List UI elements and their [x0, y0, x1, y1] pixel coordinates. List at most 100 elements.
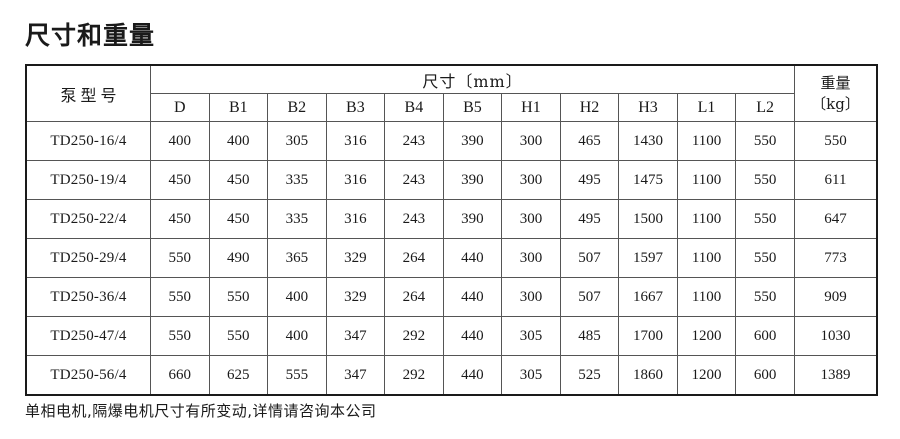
cell-B4: 292	[384, 355, 444, 396]
cell-H2: 507	[559, 277, 620, 317]
cell-H3: 1860	[618, 355, 678, 396]
column-header-B4: B4	[384, 93, 444, 122]
cell-H1: 300	[501, 199, 561, 239]
cell-B5: 390	[442, 121, 503, 161]
cell-L2: 550	[735, 160, 795, 200]
cell-B3: 316	[325, 121, 386, 161]
cell-D: 550	[150, 316, 210, 356]
cell-H3: 1500	[618, 199, 678, 239]
column-header-L1: L1	[676, 93, 737, 122]
dimensions-weight-table-container: 泵型号 尺寸〔mm〕 重量 〔kg〕 D B1 B2 B3 B4 B5 H1 H…	[25, 64, 878, 396]
cell-B4: 243	[384, 160, 444, 200]
cell-weight: 611	[794, 160, 878, 200]
cell-B1: 550	[208, 316, 269, 356]
cell-L1: 1200	[676, 316, 737, 356]
cell-B1: 490	[208, 238, 269, 278]
cell-B1: 625	[208, 355, 269, 396]
cell-pump-model: TD250-19/4	[25, 160, 151, 200]
cell-pump-model: TD250-29/4	[25, 238, 151, 278]
cell-H3: 1597	[618, 238, 678, 278]
header-row-group: 泵型号 尺寸〔mm〕 重量 〔kg〕	[25, 64, 878, 122]
cell-D: 450	[150, 199, 210, 239]
table-row: TD250-16/4 400 400 305 316 243 390 300 465 1430 11…	[25, 121, 878, 161]
column-header-B1: B1	[208, 93, 269, 122]
cell-B3: 316	[325, 160, 386, 200]
cell-B3: 329	[325, 238, 386, 278]
cell-D: 400	[150, 121, 210, 161]
cell-H2: 495	[559, 160, 620, 200]
cell-weight: 1389	[794, 355, 878, 396]
cell-L1: 1100	[676, 160, 737, 200]
cell-B2: 335	[267, 160, 327, 200]
cell-H3: 1700	[618, 316, 678, 356]
page-title: 尺寸和重量	[25, 21, 156, 50]
column-header-B3: B3	[325, 93, 386, 122]
column-header-H2: H2	[559, 93, 620, 122]
cell-L1: 1200	[676, 355, 737, 396]
cell-H2: 465	[559, 121, 620, 161]
cell-L2: 550	[735, 238, 795, 278]
cell-B2: 400	[267, 277, 327, 317]
cell-D: 660	[150, 355, 210, 396]
cell-H1: 300	[501, 277, 561, 317]
cell-H1: 300	[501, 121, 561, 161]
cell-pump-model: TD250-56/4	[25, 355, 151, 396]
column-header-pump-model: 泵型号	[25, 64, 151, 122]
cell-pump-model: TD250-47/4	[25, 316, 151, 356]
table-row: TD250-56/4 660 625 555 347 292 440 305 525 1860 12…	[25, 355, 878, 396]
cell-L1: 1100	[676, 277, 737, 317]
cell-B1: 550	[208, 277, 269, 317]
cell-H2: 507	[559, 238, 620, 278]
cell-weight: 909	[794, 277, 878, 317]
cell-L1: 1100	[676, 238, 737, 278]
column-header-B5: B5	[442, 93, 503, 122]
cell-pump-model: TD250-36/4	[25, 277, 151, 317]
cell-weight: 1030	[794, 316, 878, 356]
cell-L2: 550	[735, 277, 795, 317]
cell-B4: 264	[384, 277, 444, 317]
cell-H2: 485	[559, 316, 620, 356]
cell-H1: 305	[501, 316, 561, 356]
table-row: TD250-36/4 550 550 400 329 264 440 300 507 1667 11…	[25, 277, 878, 317]
cell-B1: 450	[208, 160, 269, 200]
column-header-H3: H3	[618, 93, 678, 122]
cell-H1: 300	[501, 160, 561, 200]
column-header-L2: L2	[735, 93, 795, 122]
weight-header-unit: 〔kg〕	[811, 94, 860, 113]
cell-D: 550	[150, 238, 210, 278]
cell-H2: 525	[559, 355, 620, 396]
cell-B5: 440	[442, 277, 503, 317]
header-row-subcolumns: D B1 B2 B3 B4 B5 H1 H2 H3 L1 L2	[26, 93, 877, 122]
cell-L1: 1100	[676, 199, 737, 239]
weight-header-label: 重量	[820, 73, 851, 92]
cell-B4: 264	[384, 238, 444, 278]
cell-B2: 555	[267, 355, 327, 396]
cell-weight: 550	[794, 121, 878, 161]
cell-L2: 550	[735, 199, 795, 239]
column-header-B2: B2	[267, 93, 327, 122]
footnote-note: 单相电机,隔爆电机尺寸有所变动,详情请咨询本公司	[25, 402, 377, 420]
cell-L2: 600	[735, 316, 795, 356]
column-header-H1: H1	[501, 93, 561, 122]
cell-H1: 300	[501, 238, 561, 278]
cell-L1: 1100	[676, 121, 737, 161]
cell-D: 450	[150, 160, 210, 200]
cell-B4: 243	[384, 199, 444, 239]
column-header-D: D	[150, 93, 210, 122]
cell-B3: 347	[325, 355, 386, 396]
table-row: TD250-29/4 550 490 365 329 264 440 300 507 1597 11…	[25, 238, 878, 278]
cell-B2: 305	[267, 121, 327, 161]
cell-H2: 495	[559, 199, 620, 239]
cell-B5: 440	[442, 238, 503, 278]
cell-weight: 647	[794, 199, 878, 239]
cell-B5: 440	[442, 355, 503, 396]
cell-B4: 243	[384, 121, 444, 161]
cell-H3: 1667	[618, 277, 678, 317]
cell-B3: 329	[325, 277, 386, 317]
table-row: TD250-22/4 450 450 335 316 243 390 300 495 1500 11…	[25, 199, 878, 239]
cell-pump-model: TD250-16/4	[25, 121, 151, 161]
table-row: TD250-19/4 450 450 335 316 243 390 300 495 1475 11…	[25, 160, 878, 200]
cell-D: 550	[150, 277, 210, 317]
cell-B5: 390	[442, 199, 503, 239]
cell-B4: 292	[384, 316, 444, 356]
